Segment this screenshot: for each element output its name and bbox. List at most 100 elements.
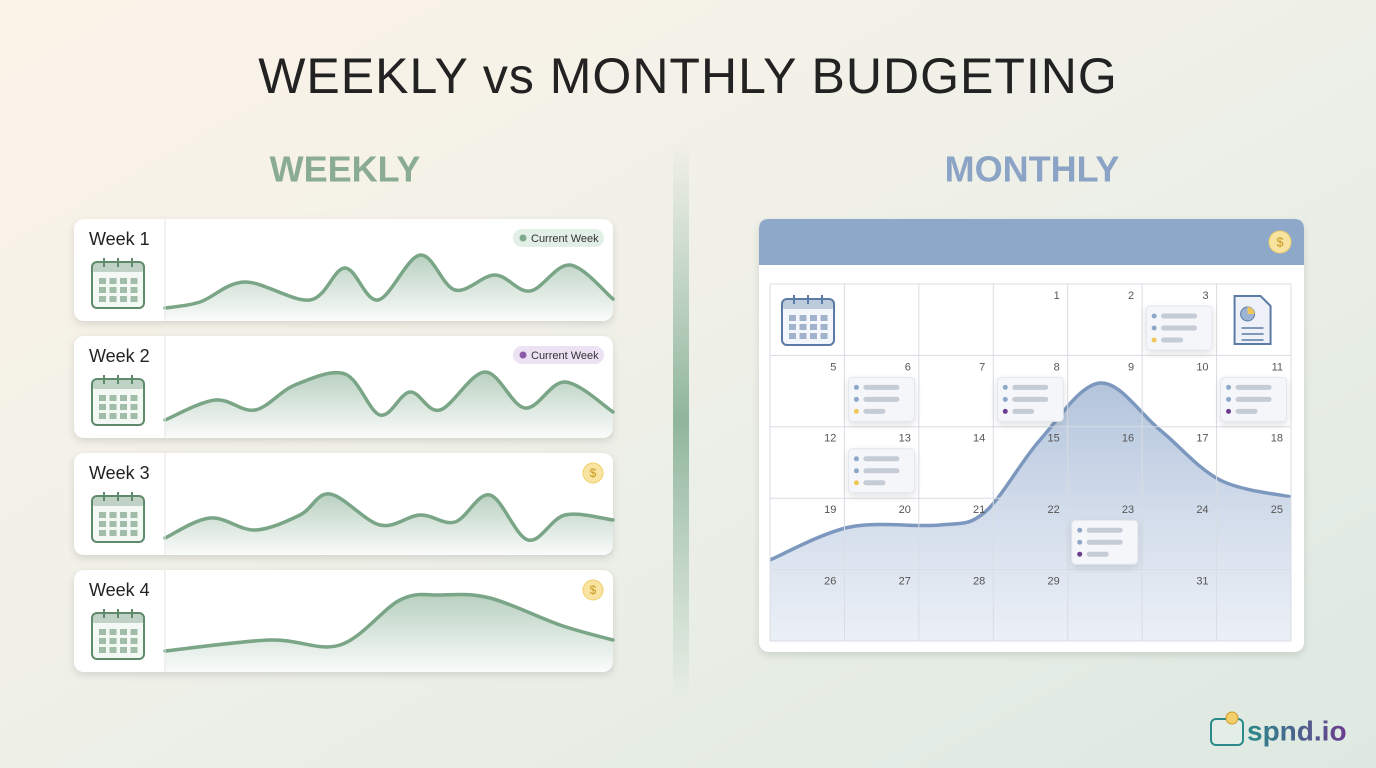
- event-bar: [1161, 325, 1198, 331]
- calendar-icon-cell: [130, 287, 138, 293]
- day-number: 19: [824, 504, 836, 516]
- event-bar: [863, 408, 886, 414]
- calendar-icon-cell: [99, 647, 106, 653]
- calendar-icon-cell: [789, 324, 796, 330]
- calendar-icon-cell: [99, 404, 106, 410]
- day-number: 13: [899, 433, 911, 445]
- calendar-icon-cell: [109, 413, 117, 419]
- event-dot: [1077, 551, 1083, 557]
- day-number: 11: [1272, 361, 1283, 373]
- event-bar: [863, 456, 900, 462]
- calendar-icon-cell: [120, 296, 127, 302]
- document-chart-slice: [1247, 307, 1255, 314]
- week-wave-line: [163, 253, 615, 310]
- week-wave-fill: [165, 371, 613, 438]
- logo-text: spnd.io: [1247, 715, 1347, 746]
- calendar-header: [759, 219, 1304, 265]
- current-week-dot: [519, 351, 527, 359]
- monthly-curve-line: [769, 381, 1292, 562]
- event-dot: [853, 408, 859, 414]
- calendar-icon-cell: [810, 333, 817, 339]
- event-bar: [1012, 408, 1035, 414]
- current-week-dot: [519, 234, 527, 242]
- calendar-icon-cell: [130, 530, 138, 536]
- event-dot: [1151, 325, 1157, 331]
- day-number: 27: [899, 576, 911, 588]
- week-label: Week 4: [89, 580, 150, 600]
- calendar-icon-cell: [799, 315, 807, 321]
- day-number: 22: [1047, 504, 1059, 516]
- calendar-icon-cell: [120, 413, 127, 419]
- calendar-icon-cell: [99, 521, 106, 527]
- current-week-badge: [513, 229, 604, 247]
- current-week-badge: [513, 346, 604, 364]
- calendar-icon-cell: [99, 530, 106, 536]
- calendar-icon-cell: [99, 278, 106, 284]
- calendar-icon-cell: [109, 521, 117, 527]
- event-dot: [853, 468, 859, 474]
- calendar-icon-cell: [109, 278, 117, 284]
- calendar-icon-cell: [109, 404, 117, 410]
- calendar-icon-cell: [130, 404, 138, 410]
- event-dot: [1226, 396, 1232, 402]
- day-number: 1: [1054, 290, 1060, 302]
- week-wave-fill: [165, 254, 613, 321]
- calendar-icon-cell: [99, 629, 106, 635]
- calendar-icon-cell: [120, 530, 127, 536]
- week-wave-line: [163, 370, 615, 422]
- weekly-heading: WEEKLY: [270, 149, 421, 190]
- calendar-icon-cell: [789, 333, 796, 339]
- coin-badge: [582, 462, 604, 484]
- calendar-icon-cell: [109, 647, 117, 653]
- week-label: Week 1: [89, 229, 150, 249]
- calendar-icon-cell: [99, 413, 106, 419]
- calendar-icon-cell: [120, 287, 127, 293]
- day-number: 23: [1122, 504, 1134, 516]
- event-bar: [1161, 313, 1198, 319]
- event-dot: [1002, 396, 1008, 402]
- day-number: 28: [973, 576, 985, 588]
- week-wave-fill: [165, 493, 613, 555]
- calendar-icon-cell: [109, 530, 117, 536]
- current-week-text: Current Week: [531, 350, 599, 362]
- header-coin: [1268, 230, 1292, 254]
- calendar-icon-cell: [120, 404, 127, 410]
- calendar-icon-cell: [99, 512, 106, 518]
- day-number: 2: [1128, 290, 1134, 302]
- event-dot: [1226, 384, 1232, 390]
- day-number: 10: [1196, 361, 1208, 373]
- calendar-icon-cell: [99, 287, 106, 293]
- calendar-icon-cell: [130, 395, 138, 401]
- event-bar: [1012, 384, 1049, 390]
- monthly-curve-fill: [770, 382, 1291, 641]
- day-number: 7: [979, 361, 985, 373]
- day-number: 21: [973, 504, 985, 516]
- week-card: Week 1 Current Week: [74, 219, 615, 321]
- coin-symbol: $: [590, 466, 597, 480]
- day-number: 29: [1047, 576, 1059, 588]
- calendar-icon-cell: [120, 647, 127, 653]
- day-number: 8: [1054, 361, 1060, 373]
- day-number: 20: [899, 504, 911, 516]
- calendar-icon-cell: [130, 413, 138, 419]
- week-label: Week 3: [89, 463, 150, 483]
- event-bar: [1235, 396, 1272, 402]
- calendar-icon-cell: [99, 395, 106, 401]
- event-dot: [1077, 539, 1083, 545]
- calendar-icon-cell: [109, 512, 117, 518]
- week-wave-fill: [165, 594, 613, 672]
- divider: [673, 140, 689, 700]
- calendar-icon-cell: [130, 629, 138, 635]
- event-dot: [853, 384, 859, 390]
- event-dot: [1151, 337, 1157, 343]
- calendar-icon-cell: [130, 647, 138, 653]
- day-number: 16: [1122, 433, 1134, 445]
- calendar-icon-cell: [810, 315, 817, 321]
- calendar-icon-cell: [799, 333, 807, 339]
- day-number: 12: [824, 433, 836, 445]
- calendar-icon-cell: [109, 395, 117, 401]
- event-dot: [1226, 408, 1232, 414]
